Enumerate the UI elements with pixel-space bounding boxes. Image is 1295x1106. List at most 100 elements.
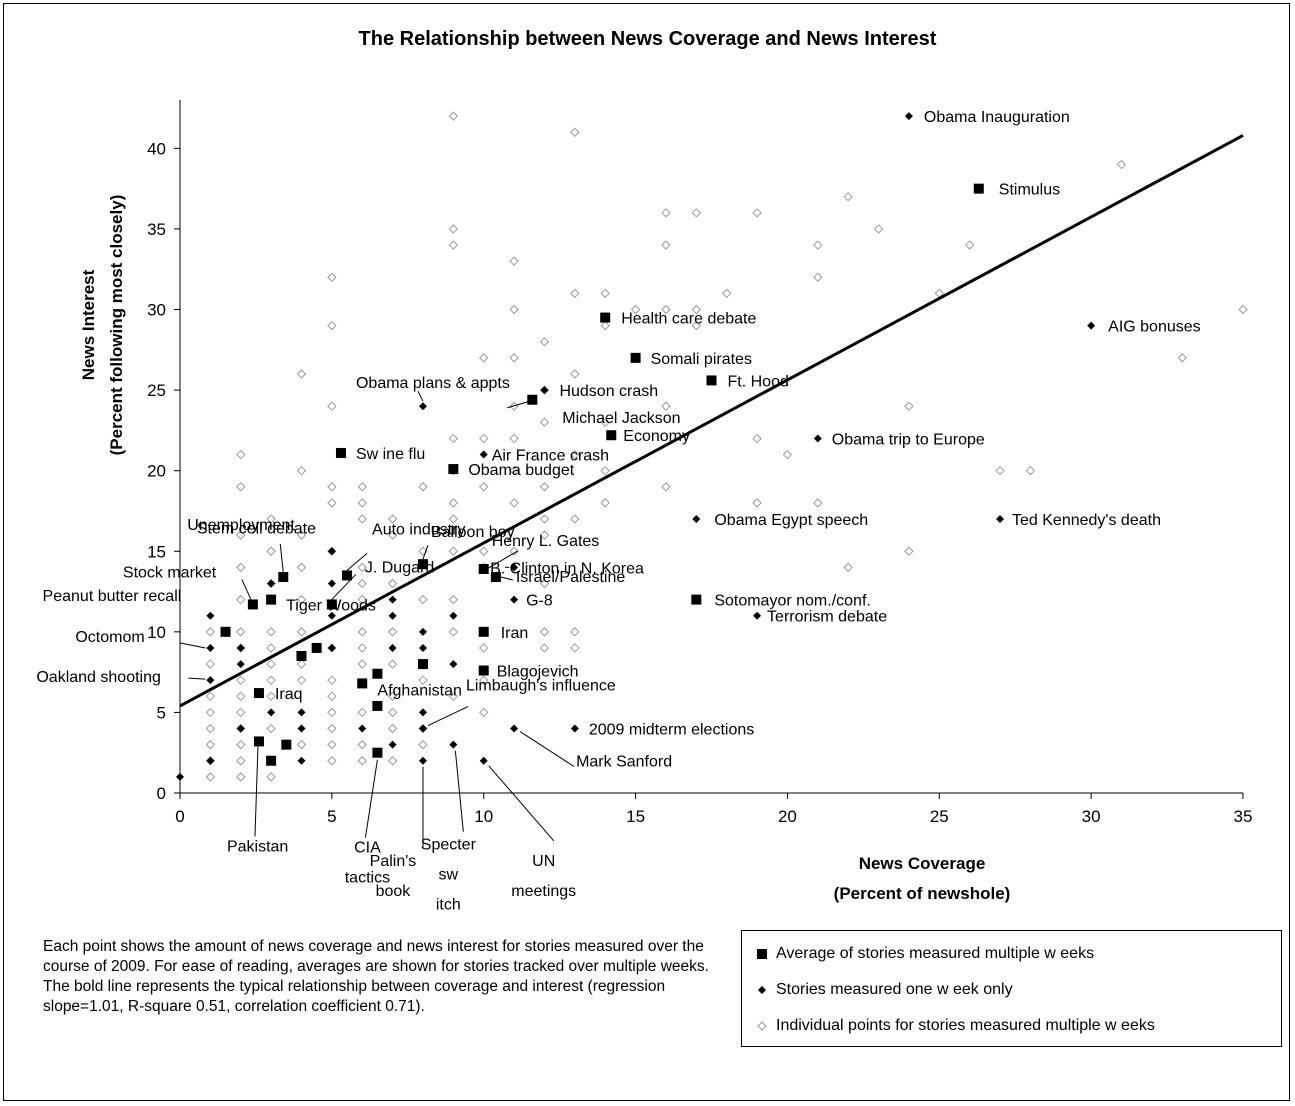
average-point <box>253 736 264 747</box>
y-tick-label: 10 <box>147 623 166 642</box>
individual-point <box>387 578 398 589</box>
individual-point <box>661 401 671 411</box>
individual-point <box>448 111 459 121</box>
one-week-point <box>388 611 397 620</box>
point-label: Blagojevich <box>497 664 579 681</box>
x-tick-label: 25 <box>930 807 949 826</box>
x-tick-label: 20 <box>778 807 797 826</box>
average-point <box>372 668 383 679</box>
point-label: Health care debate <box>621 311 756 328</box>
individual-point <box>357 756 367 766</box>
point-label: CIA tactics <box>345 840 390 887</box>
one-week-point <box>206 676 215 685</box>
individual-point <box>418 594 428 605</box>
individual-point <box>479 643 489 653</box>
individual-point <box>995 465 1005 476</box>
individual-point <box>387 514 398 524</box>
individual-point <box>630 304 641 315</box>
average-point <box>296 651 307 662</box>
individual-point <box>600 417 610 428</box>
individual-point <box>236 482 246 492</box>
one-week-point <box>510 563 519 572</box>
point-label: UN meetings <box>511 853 576 900</box>
point-label: Sotomayor nom./conf. <box>714 593 871 610</box>
legend: Average of stories measured multiple w e… <box>741 930 1282 1047</box>
individual-point <box>327 272 337 282</box>
x-tick-label: 5 <box>327 807 336 826</box>
individual-point <box>236 627 246 637</box>
individual-point <box>448 546 459 556</box>
individual-point <box>266 627 276 637</box>
individual-point <box>327 675 337 685</box>
individual-point <box>418 675 428 685</box>
individual-point <box>296 594 307 605</box>
point-label: Hudson crash <box>559 383 658 400</box>
one-week-point <box>236 724 245 733</box>
one-week-point <box>449 660 458 669</box>
individual-point <box>357 739 367 750</box>
individual-point <box>752 208 762 218</box>
individual-point <box>448 627 459 637</box>
individual-point <box>479 707 489 718</box>
individual-point <box>327 691 337 702</box>
one-week-point <box>418 402 427 411</box>
one-week-point <box>540 386 549 395</box>
individual-point <box>509 546 519 556</box>
individual-point <box>205 772 216 782</box>
average-point <box>691 594 702 605</box>
average-point <box>278 572 289 583</box>
average-point <box>326 599 337 610</box>
individual-point <box>327 723 337 734</box>
point-label: Tiger Woods <box>286 598 376 615</box>
x-tick-label: 0 <box>175 807 184 826</box>
one-week-point <box>236 660 245 669</box>
individual-point <box>296 627 307 637</box>
point-label: Obama Inauguration <box>924 109 1070 126</box>
individual-point <box>327 739 337 750</box>
individual-point <box>266 675 276 685</box>
y-tick-label: 25 <box>147 381 166 400</box>
individual-point <box>296 675 307 685</box>
individual-point <box>843 191 853 202</box>
point-label: B. Clinton in N. Korea <box>490 560 644 577</box>
individual-point <box>448 594 459 605</box>
individual-point <box>266 772 276 782</box>
individual-point <box>236 772 246 782</box>
one-week-point <box>996 515 1005 524</box>
individual-point <box>357 627 367 637</box>
one-week-point <box>1087 321 1096 330</box>
individual-point <box>479 353 489 363</box>
chart-frame <box>3 3 1290 1101</box>
y-axis-subtitle: (Percent following most closely) <box>107 195 126 456</box>
individual-point <box>600 465 610 476</box>
individual-point <box>813 240 823 250</box>
individual-point <box>327 498 337 508</box>
point-label: Michael Jackson <box>562 410 680 427</box>
individual-point <box>357 594 367 605</box>
individual-point <box>539 578 550 589</box>
individual-point <box>357 498 367 508</box>
one-week-point <box>327 611 336 620</box>
point-label: Somali pirates <box>651 351 752 368</box>
legend-label: Stories measured one w eek only <box>776 981 1013 998</box>
individual-point <box>236 594 246 605</box>
individual-point <box>691 320 702 331</box>
regression-line <box>179 134 1244 708</box>
individual-point <box>418 482 428 492</box>
individual-point <box>1116 159 1127 170</box>
individual-point <box>296 369 307 379</box>
legend-label: Average of stories measured multiple w e… <box>776 945 1095 962</box>
individual-point <box>357 562 367 573</box>
explanatory-note: Each point shows the amount of news cove… <box>43 938 709 1015</box>
x-tick-label: 30 <box>1082 807 1101 826</box>
individual-point <box>509 433 519 444</box>
y-tick-label: 20 <box>147 462 166 481</box>
individual-point <box>1025 465 1036 476</box>
one-week-point <box>692 515 701 524</box>
individual-point <box>236 562 246 573</box>
leader-line <box>331 574 357 600</box>
one-week-point <box>327 547 336 556</box>
individual-point <box>236 739 246 750</box>
individual-point <box>357 707 367 718</box>
individual-point <box>296 465 307 476</box>
